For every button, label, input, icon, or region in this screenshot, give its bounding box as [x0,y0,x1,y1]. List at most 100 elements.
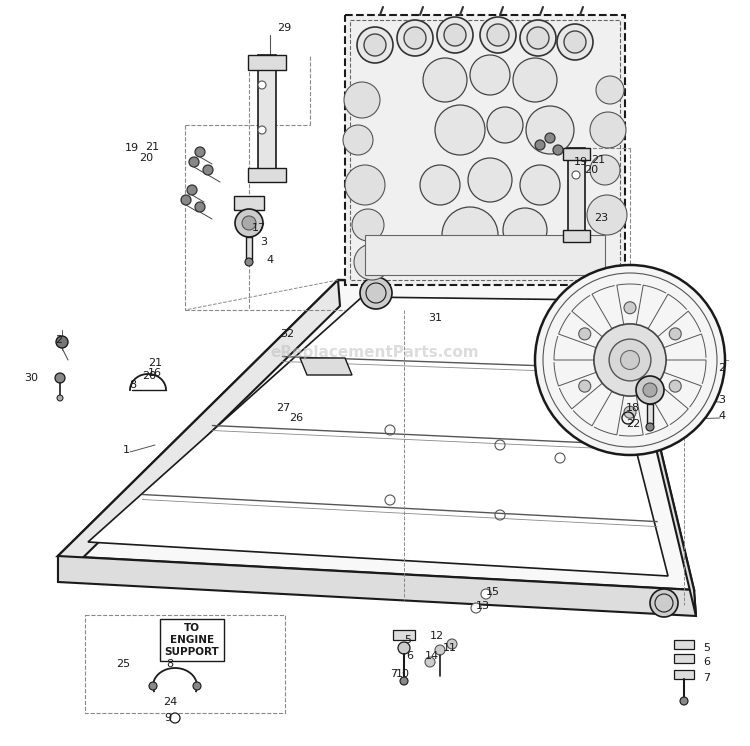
Circle shape [643,383,657,397]
Text: 31: 31 [428,313,442,323]
Circle shape [447,639,457,649]
Polygon shape [248,168,286,182]
Text: 7: 7 [390,669,398,679]
Text: 9: 9 [164,713,171,723]
Circle shape [203,165,213,175]
Text: 8: 8 [129,380,136,390]
Circle shape [352,209,384,241]
Text: 21: 21 [148,358,162,368]
Polygon shape [234,196,264,210]
Circle shape [609,339,651,381]
Text: 24: 24 [163,697,177,707]
Circle shape [187,185,197,195]
Circle shape [397,20,433,56]
Polygon shape [563,230,590,242]
Circle shape [398,642,410,654]
Circle shape [258,126,266,134]
Circle shape [624,301,636,314]
Circle shape [468,158,512,202]
Polygon shape [300,358,352,375]
Bar [350,20,620,280]
Circle shape [470,55,510,95]
Text: 16: 16 [148,368,162,378]
Circle shape [680,697,688,705]
Text: 11: 11 [443,643,457,653]
Text: 12: 12 [430,631,444,641]
Text: 15: 15 [486,587,500,597]
Circle shape [636,376,664,404]
Circle shape [344,82,380,118]
Text: 5: 5 [703,643,710,653]
Text: 30: 30 [24,373,38,383]
Circle shape [594,324,666,396]
Text: 19: 19 [124,143,139,153]
Text: 5: 5 [404,635,411,645]
Circle shape [195,147,205,157]
Circle shape [57,395,63,401]
Text: 2: 2 [55,335,62,345]
Text: 3: 3 [718,395,725,405]
Circle shape [520,20,556,56]
Bar [674,640,694,649]
Circle shape [535,265,725,455]
Text: 18: 18 [626,403,640,413]
Bar [345,15,625,285]
Text: 4: 4 [718,411,725,421]
Text: 20: 20 [584,165,598,175]
Text: 29: 29 [277,23,291,33]
Text: 20: 20 [139,153,153,163]
Text: 25: 25 [116,659,130,669]
Circle shape [364,34,386,56]
Circle shape [181,195,191,205]
Text: TO
ENGINE
SUPPORT: TO ENGINE SUPPORT [165,624,219,656]
Circle shape [444,24,466,46]
Text: 8: 8 [166,659,173,669]
Circle shape [596,76,624,104]
Circle shape [646,423,654,431]
Circle shape [242,216,256,230]
Circle shape [669,380,681,392]
Bar [246,237,252,259]
Circle shape [520,165,560,205]
Circle shape [55,373,65,383]
Circle shape [404,27,426,49]
Text: 32: 32 [280,329,294,339]
Circle shape [557,24,593,60]
Circle shape [513,58,557,102]
Circle shape [480,17,516,53]
Circle shape [572,171,580,179]
Text: 7: 7 [703,673,710,683]
Circle shape [245,258,253,266]
Text: 6: 6 [406,651,413,661]
Circle shape [535,140,545,150]
Circle shape [579,328,591,340]
Circle shape [425,657,435,667]
Text: 17: 17 [252,223,266,233]
Text: 1: 1 [123,445,130,455]
Circle shape [189,157,199,167]
Text: 2: 2 [718,363,725,373]
Circle shape [435,645,445,655]
Text: eReplacementParts.com: eReplacementParts.com [271,345,479,360]
Text: 27: 27 [276,403,290,413]
Polygon shape [88,297,668,576]
Text: 22: 22 [626,419,640,429]
Circle shape [590,112,626,148]
Circle shape [590,155,620,185]
Circle shape [170,713,180,723]
Circle shape [669,328,681,340]
Text: 13: 13 [476,601,490,611]
Text: 21: 21 [145,142,159,152]
Circle shape [442,207,498,263]
Circle shape [343,125,373,155]
Circle shape [553,145,563,155]
Circle shape [357,27,393,63]
Text: 23: 23 [594,213,608,223]
Text: 10: 10 [396,669,410,679]
Polygon shape [58,280,340,582]
Circle shape [545,133,555,143]
Circle shape [526,106,574,154]
Circle shape [56,336,68,348]
Circle shape [503,208,547,252]
Text: 19: 19 [574,157,588,167]
